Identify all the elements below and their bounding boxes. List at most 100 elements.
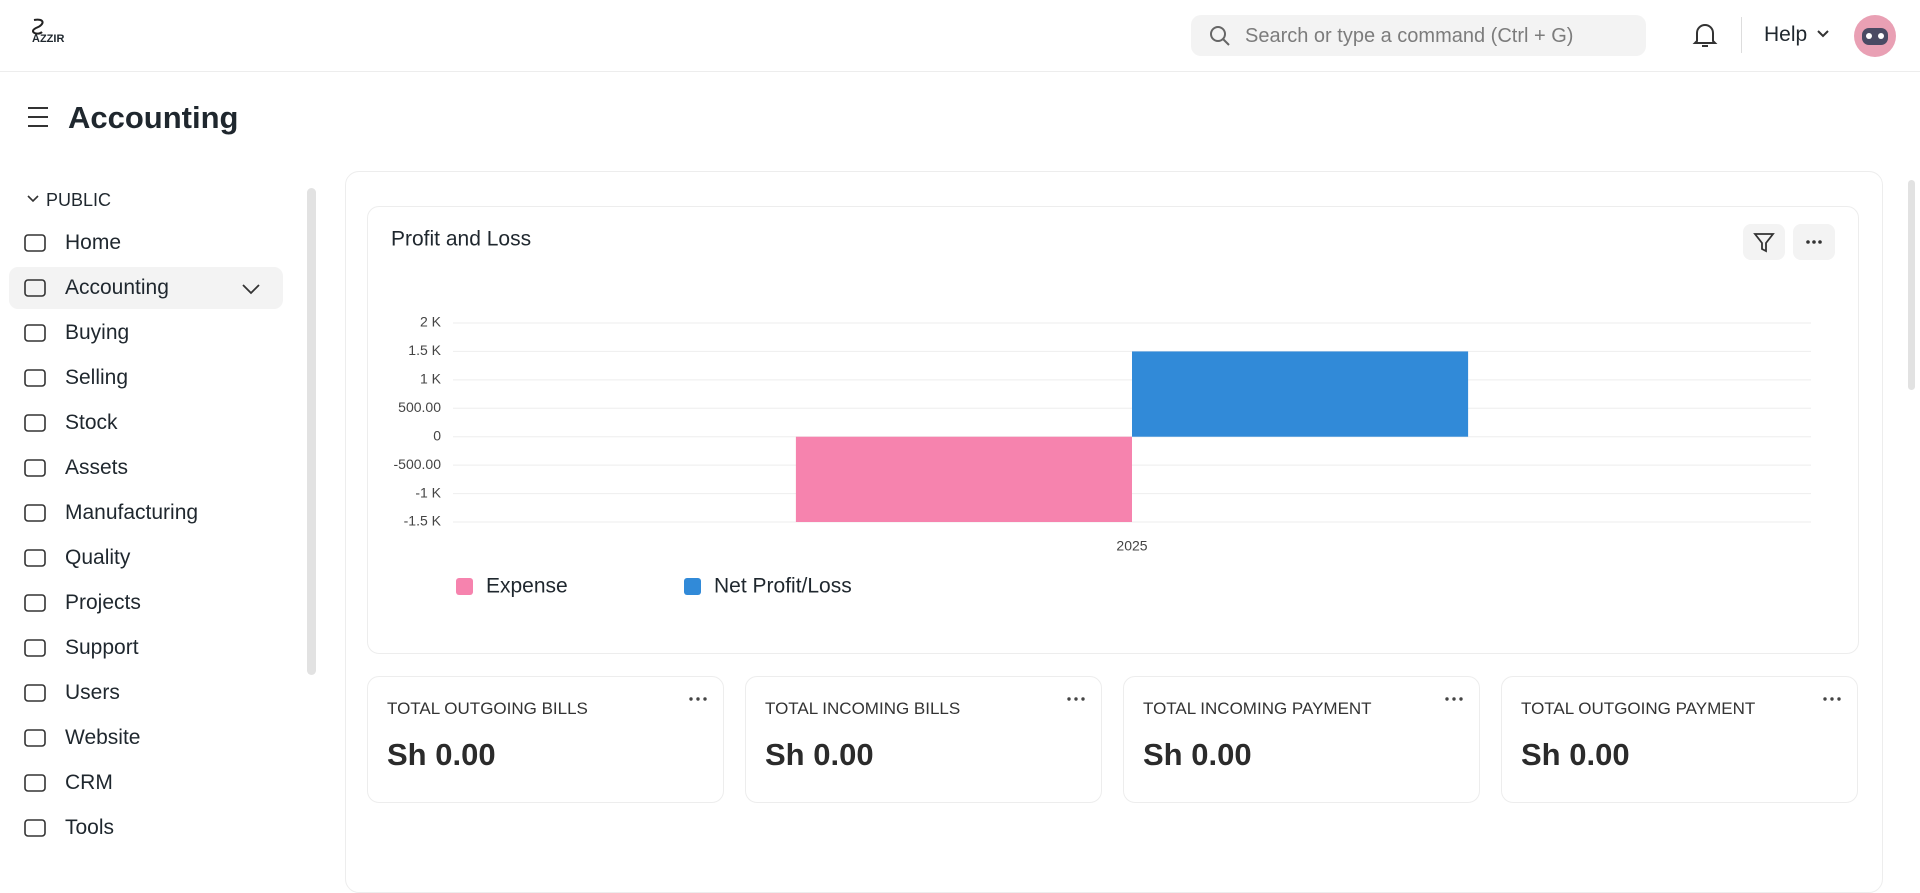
sidebar-item[interactable]: Website: [9, 717, 283, 759]
sidebar-item[interactable]: CRM: [9, 762, 283, 804]
icon-shape: [24, 414, 46, 432]
sidebar-label: Users: [65, 681, 120, 704]
sidebar-item[interactable]: Accounting: [9, 267, 283, 309]
sidebar-label: Website: [65, 726, 141, 749]
number-card[interactable]: TOTAL OUTGOING BILLS Sh 0.00: [367, 676, 724, 803]
y-tick-label: 1.5 K: [408, 342, 441, 358]
sidebar-icon: [24, 684, 46, 702]
scrollbar: [307, 188, 316, 675]
dot: [689, 697, 693, 701]
y-tick-label: 2 K: [420, 314, 442, 330]
sidebar-label: CRM: [65, 771, 113, 794]
sidebar-item[interactable]: Buying: [9, 312, 283, 354]
sidebar-icon: [24, 504, 46, 522]
sidebar-icon: [24, 774, 46, 792]
filter-button[interactable]: [1743, 224, 1785, 260]
sidebar-item[interactable]: Assets: [9, 447, 283, 489]
card-title: TOTAL OUTGOING PAYMENT: [1521, 699, 1756, 718]
icon-shape: [24, 504, 46, 522]
dot: [1445, 697, 1449, 701]
card-value: Sh 0.00: [1143, 737, 1252, 772]
sidebar-item[interactable]: Projects: [9, 582, 283, 624]
card-title: TOTAL INCOMING BILLS: [765, 699, 961, 718]
sidebar-label: Stock: [65, 411, 118, 434]
legend-swatch: [684, 578, 701, 595]
sidebar-item[interactable]: Stock: [9, 402, 283, 444]
chevron: [242, 284, 260, 295]
legend-swatch: [456, 578, 473, 595]
sidebar-item[interactable]: ERPNext Settings: [9, 852, 283, 861]
chart-title: Profit and Loss: [391, 228, 531, 251]
sidebar-item[interactable]: Home: [9, 222, 283, 264]
number-card[interactable]: TOTAL INCOMING BILLS Sh 0.00: [745, 676, 1102, 803]
y-tick-label: 500.00: [398, 399, 441, 415]
section-label: PUBLIC: [46, 190, 112, 210]
hamburger[interactable]: [26, 104, 50, 130]
dot: [1830, 697, 1834, 701]
icon-shape: [24, 594, 46, 612]
divider: [1741, 17, 1742, 53]
sidebar: PUBLIC Home Accounting Buying Selling Stock A…: [0, 180, 300, 861]
y-tick-label: -500.00: [394, 456, 442, 472]
sidebar-label: Accounting: [65, 276, 169, 299]
dot: [1067, 697, 1071, 701]
dot: [1081, 697, 1085, 701]
sidebar-label: Home: [65, 231, 122, 254]
sidebar-label: Quality: [65, 546, 131, 569]
sidebar-item[interactable]: Manufacturing: [9, 492, 283, 534]
icon-shape: [24, 549, 46, 567]
scrollbar: [1908, 180, 1915, 390]
chevron-path: [242, 284, 260, 295]
card-value: Sh 0.00: [1521, 737, 1630, 772]
card-title: TOTAL INCOMING PAYMENT: [1143, 699, 1372, 718]
sidebar-item[interactable]: Users: [9, 672, 283, 714]
sidebar-item[interactable]: Tools: [9, 807, 283, 849]
sidebar-item[interactable]: Quality: [9, 537, 283, 579]
sidebar-label: Manufacturing: [65, 501, 199, 524]
logo: AZZIR: [32, 33, 65, 45]
card-menu[interactable]: [1821, 689, 1843, 703]
dot: [1452, 697, 1456, 701]
number-card[interactable]: TOTAL OUTGOING PAYMENT Sh 0.00: [1501, 676, 1858, 803]
icon-shape: [24, 234, 46, 252]
search-icon: [1210, 26, 1230, 46]
card-menu[interactable]: [687, 689, 709, 703]
sidebar-item[interactable]: Selling: [9, 357, 283, 399]
y-tick-label: 0: [433, 427, 441, 443]
sidebar-label: Projects: [65, 591, 141, 614]
sidebar-icon: [24, 729, 46, 747]
icon-shape: [24, 729, 46, 747]
sidebar-icon: [24, 819, 46, 837]
card-menu[interactable]: [1443, 689, 1465, 703]
card-menu[interactable]: [1065, 689, 1087, 703]
icon-shape: [24, 819, 46, 837]
card-title: TOTAL OUTGOING BILLS: [387, 699, 588, 718]
sidebar-icon: [24, 234, 46, 252]
legend-label: Expense: [486, 575, 568, 598]
help-menu[interactable]: Help: [1764, 23, 1808, 46]
card-value: Sh 0.00: [765, 737, 874, 772]
chart-card: Profit and Loss -1.5 K -1 K -500.00 0 500.00…: [367, 206, 1859, 654]
number-card[interactable]: TOTAL INCOMING PAYMENT Sh 0.00: [1123, 676, 1480, 803]
dot: [696, 697, 700, 701]
sidebar-icon: [24, 414, 46, 432]
navbar: AZZIR Search or type a command (Ctrl + G…: [0, 0, 1920, 72]
sidebar-label: Selling: [65, 366, 129, 389]
search-bar[interactable]: Search or type a command (Ctrl + G): [1191, 15, 1646, 56]
icon-shape: [24, 459, 46, 477]
notification-bell[interactable]: [1692, 22, 1718, 50]
chevron: [27, 195, 39, 203]
sidebar-label: Support: [65, 636, 139, 659]
avatar[interactable]: [1853, 14, 1897, 58]
y-tick-label: -1 K: [415, 484, 441, 500]
sidebar-icon: [24, 324, 46, 342]
sidebar-item[interactable]: Support: [9, 627, 283, 669]
icon-shape: [24, 279, 46, 297]
icon-shape: [24, 324, 46, 342]
sidebar-label: Tools: [65, 816, 115, 839]
sidebar-label: Assets: [65, 456, 129, 479]
dot: [1837, 697, 1841, 701]
icon-shape: [24, 639, 46, 657]
more-button[interactable]: [1793, 224, 1835, 260]
